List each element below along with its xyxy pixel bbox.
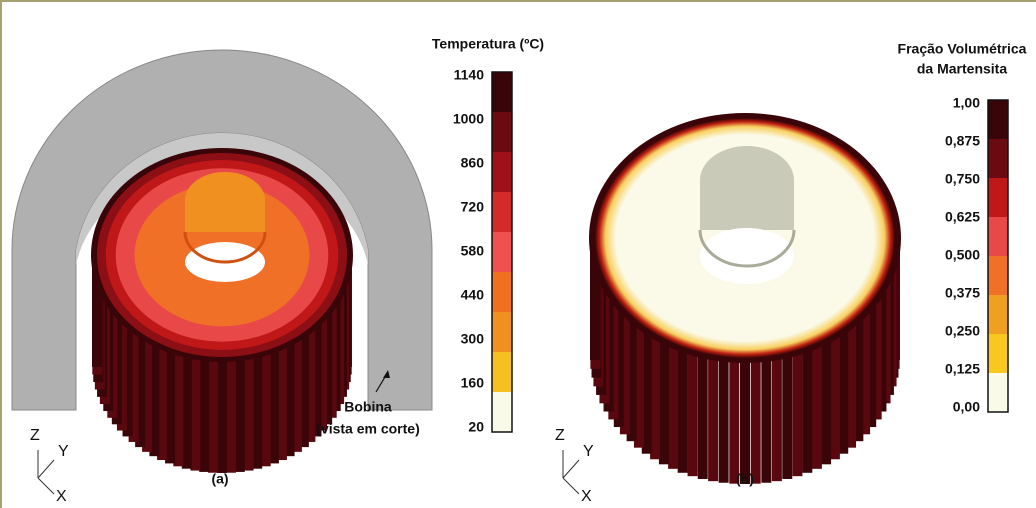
colorbar-segment xyxy=(988,334,1008,373)
panel-label: (b) xyxy=(736,471,754,487)
gear-tooth xyxy=(821,333,831,464)
colorbar-tick-label: 0,500 xyxy=(945,247,980,263)
colorbar-tick-label: 0,750 xyxy=(945,171,980,187)
colorbar-segment xyxy=(988,139,1008,178)
gear-tooth xyxy=(698,347,708,479)
gear-tooth xyxy=(190,349,200,471)
gear-tooth xyxy=(772,349,782,481)
colorbar-tick-label: 0,00 xyxy=(953,399,980,415)
colorbar-segment xyxy=(492,392,512,432)
colorbar-tick-label: 0,875 xyxy=(945,133,980,149)
colorbar-tick-label: 580 xyxy=(461,243,485,259)
gear-tooth xyxy=(235,350,245,472)
colorbar-tick-label: 300 xyxy=(461,331,485,347)
gear-tooth xyxy=(199,350,209,472)
colorbar-tick-label: 0,625 xyxy=(945,209,980,225)
gear-tooth xyxy=(719,351,729,483)
axis-x: X xyxy=(581,488,592,505)
gear-tooth xyxy=(792,344,802,476)
colorbar-tick-label: 1,00 xyxy=(953,95,980,111)
gear-b xyxy=(589,113,901,484)
gear-tooth xyxy=(208,351,218,473)
colorbar-title: da Martensita xyxy=(917,61,1007,77)
colorbar-segment xyxy=(492,72,512,112)
colorbar-segment xyxy=(988,373,1008,412)
gear-tooth xyxy=(740,352,750,484)
colorbar-segment xyxy=(492,232,512,272)
colorbar-segment xyxy=(988,295,1008,334)
gear-tooth xyxy=(688,344,698,476)
axis-y: Y xyxy=(58,443,69,460)
colorbar-segment xyxy=(988,100,1008,139)
axis-z: Z xyxy=(30,427,40,444)
gear-tooth xyxy=(217,351,227,473)
colorbar-tick-label: 440 xyxy=(461,287,485,303)
colorbar-tick-label: 720 xyxy=(461,199,485,215)
colorbar-segment xyxy=(988,217,1008,256)
colorbar-tick-label: 1140 xyxy=(454,67,485,83)
colorbar-tick-label: 160 xyxy=(461,375,485,391)
gear-tooth xyxy=(812,337,822,469)
gear-tooth xyxy=(782,347,792,479)
gear-tooth xyxy=(659,333,669,464)
gear-tooth xyxy=(708,349,718,481)
gear-tooth xyxy=(244,349,254,471)
colorbar-tick-label: 0,375 xyxy=(945,285,980,301)
axis-x: X xyxy=(56,488,67,505)
colorbar-title: Temperatura (ºC) xyxy=(432,36,544,52)
colorbar-tick-label: 0,250 xyxy=(945,323,980,339)
gear-tooth xyxy=(751,352,761,484)
colorbar-segment xyxy=(492,112,512,152)
gear-tooth xyxy=(761,351,771,483)
gear-tooth xyxy=(226,351,236,473)
colorbar-segment xyxy=(492,352,512,392)
colorbar-segment xyxy=(988,256,1008,295)
colorbar-tick-label: 860 xyxy=(461,155,485,171)
colorbar-tick-label: 1000 xyxy=(453,111,484,127)
gear-tooth xyxy=(802,341,812,473)
colorbar-segment xyxy=(492,192,512,232)
hole-wall xyxy=(185,172,265,232)
gear-tooth xyxy=(668,337,678,469)
axis-triad xyxy=(38,450,579,494)
figure: Temperatura (ºC) Fração Volumétrica da M… xyxy=(0,0,1036,508)
annotation: Bobina xyxy=(344,399,392,415)
colorbar-segment xyxy=(988,178,1008,217)
annotation: (vista em corte) xyxy=(316,421,419,437)
hole-wall xyxy=(700,146,794,230)
gear-a xyxy=(91,148,353,473)
gear-tooth xyxy=(830,328,840,459)
axis-z: Z xyxy=(555,427,565,444)
colorbar-segment xyxy=(492,312,512,352)
colorbar-segment xyxy=(492,272,512,312)
axis-y: Y xyxy=(583,443,594,460)
colorbar-segment xyxy=(492,152,512,192)
gear-tooth xyxy=(252,347,262,469)
colorbar-title: Fração Volumétrica xyxy=(898,41,1027,57)
gear-tooth xyxy=(678,341,688,473)
panel-label: (a) xyxy=(211,471,228,487)
colorbar-tick-label: 20 xyxy=(468,419,484,435)
colorbar-tick-label: 0,125 xyxy=(945,361,980,377)
gear-tooth xyxy=(729,352,739,484)
